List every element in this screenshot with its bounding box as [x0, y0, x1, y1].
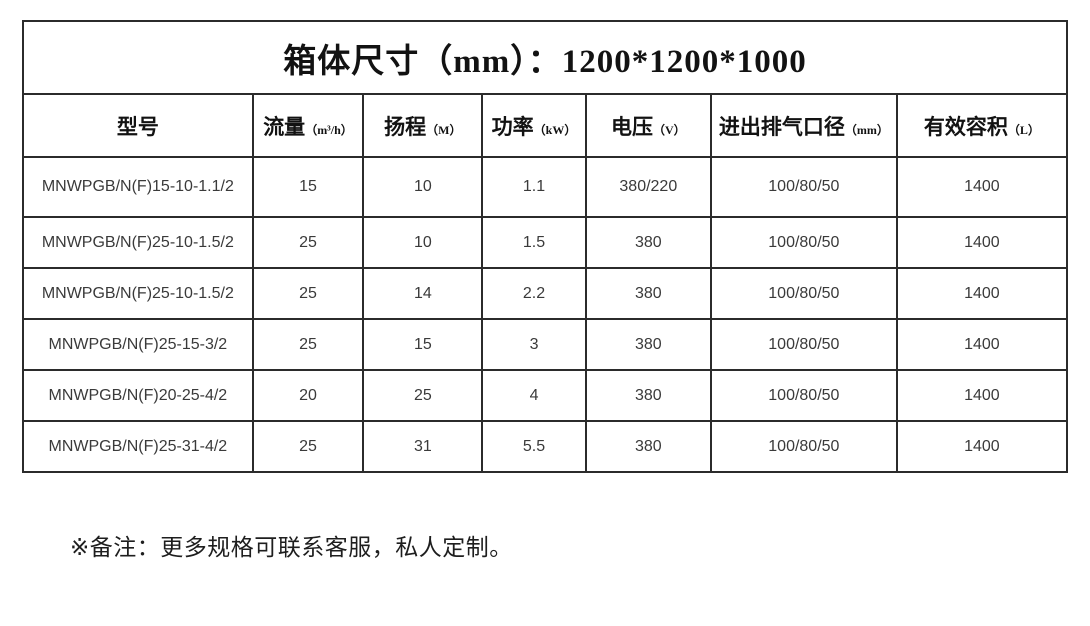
- cell-volume: 1400: [895, 216, 1069, 269]
- column-header-unit: （kW）: [533, 122, 577, 137]
- cell-power: 4: [481, 369, 587, 422]
- cell-head: 10: [362, 216, 484, 269]
- cell-volume: 1400: [895, 267, 1069, 320]
- cell-model: MNWPGB/N(F)25-10-1.5/2: [22, 216, 254, 269]
- cell-flow: 25: [251, 216, 365, 269]
- cell-head: 10: [362, 156, 484, 218]
- column-header-label: 功率: [491, 114, 534, 139]
- column-header-port-diameter: 进出排气口径（mm）: [709, 93, 898, 158]
- column-header-label: 扬程: [384, 114, 427, 139]
- cell-power: 1.5: [481, 216, 587, 269]
- cell-voltage: 380: [584, 216, 712, 269]
- column-header-volume: 有效容积（L）: [895, 93, 1069, 158]
- cell-voltage: 380: [584, 267, 712, 320]
- cell-port-diameter: 100/80/50: [709, 216, 898, 269]
- cell-port-diameter: 100/80/50: [709, 369, 898, 422]
- cell-model: MNWPGB/N(F)20-25-4/2: [22, 369, 254, 422]
- cell-head: 25: [362, 369, 484, 422]
- cell-port-diameter: 100/80/50: [709, 156, 898, 218]
- cell-port-diameter: 100/80/50: [709, 267, 898, 320]
- cell-voltage: 380: [584, 420, 712, 473]
- column-header-label: 电压: [610, 114, 653, 139]
- cell-volume: 1400: [895, 318, 1069, 371]
- cell-power: 5.5: [481, 420, 587, 473]
- column-header-unit: （m³/h）: [305, 122, 353, 137]
- column-header-label: 有效容积: [923, 114, 1008, 139]
- cell-power: 1.1: [481, 156, 587, 218]
- cell-model: MNWPGB/N(F)25-15-3/2: [22, 318, 254, 371]
- table-row: MNWPGB/N(F)25-31-4/2 25 31 5.5 380 100/8…: [22, 420, 1069, 473]
- cell-power: 2.2: [481, 267, 587, 320]
- column-header-label: 型号: [116, 114, 159, 139]
- column-header-label: 进出排气口径: [718, 114, 845, 139]
- table-row: MNWPGB/N(F)25-10-1.5/2 25 10 1.5 380 100…: [22, 216, 1069, 269]
- table-row: MNWPGB/N(F)25-10-1.5/2 25 14 2.2 380 100…: [22, 267, 1069, 320]
- cell-voltage: 380/220: [584, 156, 712, 218]
- cell-model: MNWPGB/N(F)25-31-4/2: [22, 420, 254, 473]
- table-header-row: 型号 流量（m³/h） 扬程（M） 功率（kW） 电压（V） 进出排气口径（mm…: [22, 93, 1069, 158]
- cell-port-diameter: 100/80/50: [709, 318, 898, 371]
- remark-note: ※备注：更多规格可联系客服，私人定制。: [70, 534, 513, 560]
- column-header-unit: （L）: [1007, 122, 1040, 137]
- cell-head: 31: [362, 420, 484, 473]
- cell-voltage: 380: [584, 369, 712, 422]
- column-header-power: 功率（kW）: [481, 93, 587, 158]
- column-header-unit: （M）: [426, 122, 462, 137]
- cell-flow: 25: [251, 318, 365, 371]
- table-title: 箱体尺寸（mm）：1200*1200*1000: [22, 20, 1068, 95]
- column-header-voltage: 电压（V）: [584, 93, 712, 158]
- column-header-head: 扬程（M）: [362, 93, 484, 158]
- table-row: MNWPGB/N(F)25-15-3/2 25 15 3 380 100/80/…: [22, 318, 1069, 371]
- cell-head: 14: [362, 267, 484, 320]
- cell-volume: 1400: [895, 369, 1069, 422]
- table-title-row: 箱体尺寸（mm）：1200*1200*1000: [22, 20, 1068, 95]
- cell-head: 15: [362, 318, 484, 371]
- cell-port-diameter: 100/80/50: [709, 420, 898, 473]
- cell-flow: 25: [251, 420, 365, 473]
- cell-model: MNWPGB/N(F)25-10-1.5/2: [22, 267, 254, 320]
- cell-volume: 1400: [895, 420, 1069, 473]
- pump-spec-table: 箱体尺寸（mm）：1200*1200*1000 型号 流量（m³/h） 扬程（M…: [22, 20, 1069, 473]
- column-header-label: 流量: [263, 114, 306, 139]
- cell-model: MNWPGB/N(F)15-10-1.1/2: [22, 156, 254, 218]
- cell-flow: 25: [251, 267, 365, 320]
- column-header-model: 型号: [22, 93, 254, 158]
- table-row: MNWPGB/N(F)15-10-1.1/2 15 10 1.1 380/220…: [22, 156, 1069, 218]
- cell-flow: 15: [251, 156, 365, 218]
- table-row: MNWPGB/N(F)20-25-4/2 20 25 4 380 100/80/…: [22, 369, 1069, 422]
- cell-power: 3: [481, 318, 587, 371]
- cell-flow: 20: [251, 369, 365, 422]
- cell-voltage: 380: [584, 318, 712, 371]
- column-header-unit: （V）: [652, 122, 686, 137]
- cell-volume: 1400: [895, 156, 1069, 218]
- column-header-flow: 流量（m³/h）: [251, 93, 365, 158]
- column-header-unit: （mm）: [844, 122, 889, 137]
